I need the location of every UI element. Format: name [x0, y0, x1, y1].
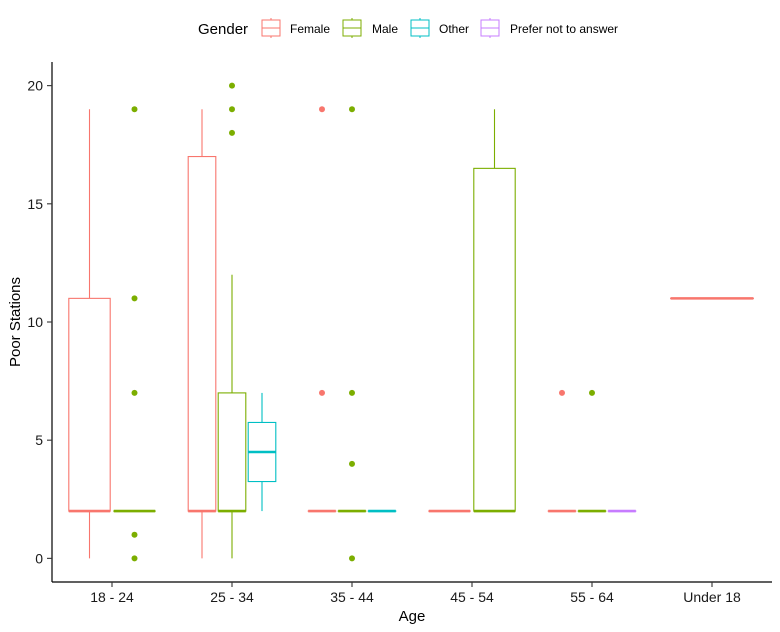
- box-other: [247, 392, 277, 512]
- legend-title: Gender: [198, 21, 248, 38]
- box-rect: [187, 155, 217, 512]
- outlier-point: [131, 389, 138, 396]
- outlier-point: [349, 106, 355, 113]
- legend-key-other: [410, 18, 430, 38]
- x-tick-label: 35 - 44: [330, 589, 374, 605]
- y-axis-ticks: 0 5 10 15 20: [27, 78, 52, 566]
- outlier-point: [229, 129, 235, 136]
- legend-label: Female: [290, 22, 330, 36]
- box-rect: [68, 297, 111, 512]
- outlier-point: [131, 555, 138, 562]
- x-tick-label: 18 - 24: [90, 589, 134, 605]
- box-male: [217, 82, 247, 559]
- outlier-point: [131, 106, 138, 113]
- box-male: [473, 109, 516, 513]
- box-female: [187, 109, 217, 559]
- legend-label: Prefer not to answer: [510, 22, 618, 36]
- legend: Gender Female Male Other Prefer not to answ…: [198, 18, 618, 38]
- outlier-point: [589, 389, 595, 396]
- x-tick-label: 25 - 34: [210, 589, 254, 605]
- outlier-point: [131, 295, 138, 302]
- outlier-point: [349, 389, 355, 396]
- box-female: [307, 106, 337, 513]
- outlier-point: [229, 106, 235, 113]
- legend-key-male: [342, 18, 362, 38]
- y-tick-label: 5: [35, 432, 43, 448]
- box-male: [337, 106, 367, 562]
- box-male: [113, 106, 156, 562]
- y-tick-label: 10: [27, 314, 43, 330]
- x-axis-ticks: 18 - 24 25 - 34 35 - 44 45 - 54 55 - 64 Under…: [90, 582, 741, 605]
- y-tick-label: 0: [35, 550, 43, 566]
- outlier-point: [319, 106, 325, 113]
- plot-area: 0 5 10 15 20 18 - 24 25 - 34 35 - 44 45 - 54 55 …: [27, 62, 772, 605]
- box-rect: [473, 167, 516, 512]
- legend-key-female: [261, 18, 281, 38]
- outlier-point: [229, 82, 235, 89]
- legend-label: Other: [439, 22, 469, 36]
- box-female: [68, 109, 111, 559]
- outlier-point: [349, 460, 355, 467]
- box-series: [68, 82, 754, 562]
- outlier-point: [319, 389, 325, 396]
- y-axis-title: Poor Stations: [7, 277, 24, 367]
- legend-key-prefer-not-to-answer: [480, 18, 500, 38]
- x-tick-label: 45 - 54: [450, 589, 494, 605]
- box-female: [547, 389, 577, 513]
- x-axis-title: Age: [399, 608, 426, 625]
- legend-label: Male: [372, 22, 398, 36]
- outlier-point: [131, 531, 138, 538]
- outlier-point: [559, 389, 565, 396]
- box-rect: [217, 392, 247, 512]
- outlier-point: [349, 555, 355, 562]
- y-tick-label: 15: [27, 196, 43, 212]
- box-male: [577, 389, 607, 513]
- x-tick-label: Under 18: [683, 589, 741, 605]
- x-tick-label: 55 - 64: [570, 589, 614, 605]
- y-tick-label: 20: [27, 78, 43, 94]
